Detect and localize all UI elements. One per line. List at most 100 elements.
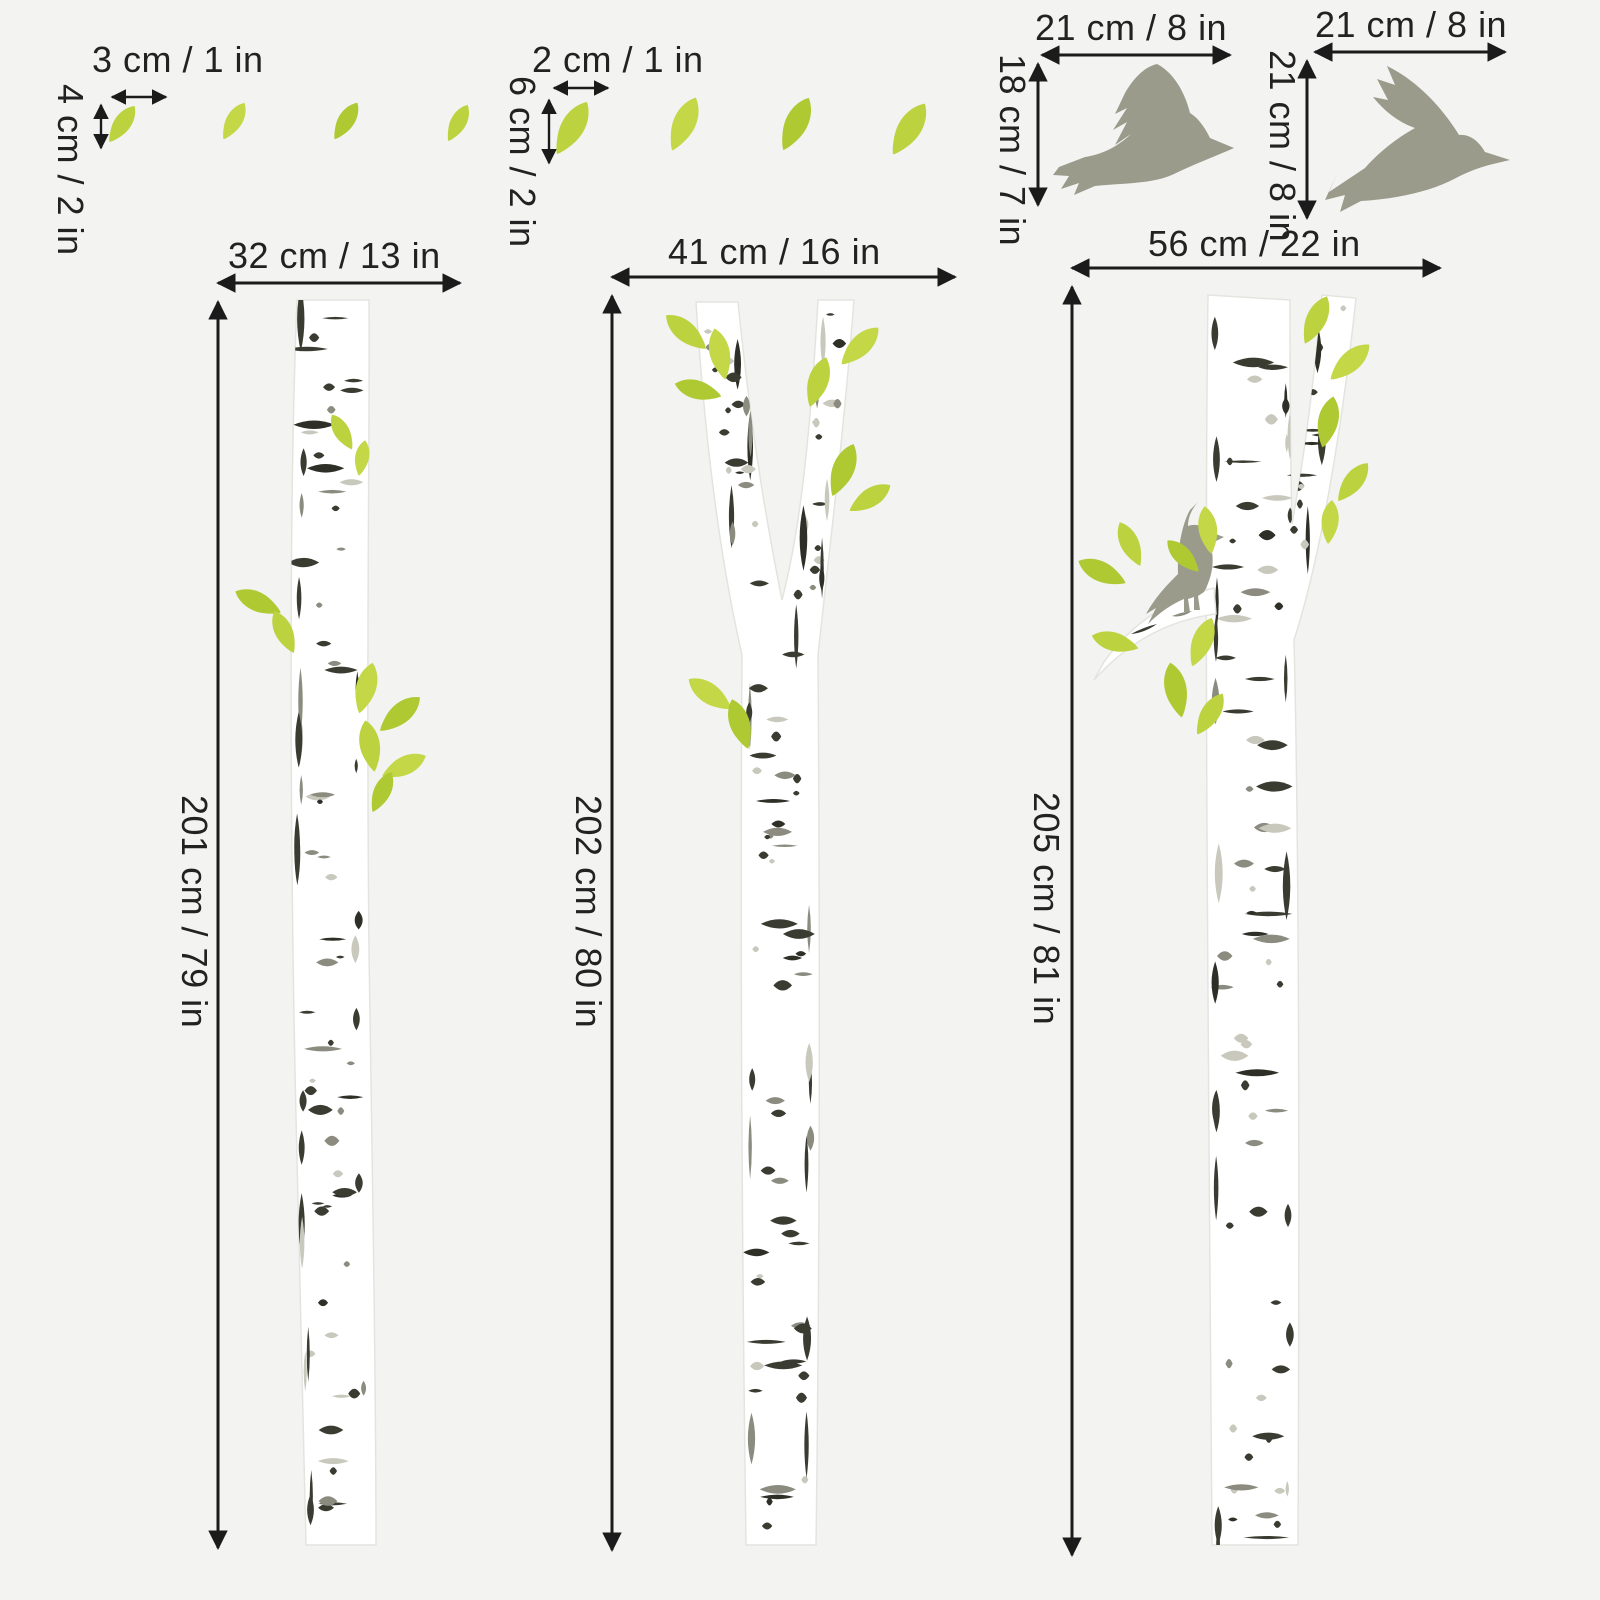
bark-mark xyxy=(749,752,777,759)
bark-mark xyxy=(1226,457,1234,466)
bark-mark xyxy=(759,1484,796,1494)
bark-mark xyxy=(1241,931,1269,937)
bark-mark xyxy=(1305,506,1310,575)
bark-mark xyxy=(299,774,303,805)
leaf-icon xyxy=(1074,551,1130,593)
bird-2-silhouette xyxy=(1325,66,1510,212)
bark-mark xyxy=(1225,1222,1234,1229)
bark-mark xyxy=(310,792,336,798)
bark-mark xyxy=(832,338,847,349)
bark-mark xyxy=(1282,397,1290,415)
bark-mark xyxy=(1217,951,1233,961)
tree-3-bark-marks xyxy=(1210,305,1347,1545)
leaf-medium-height-label: 6 cm / 2 in xyxy=(502,76,543,248)
tree-1-height-label: 201 cm / 79 in xyxy=(174,795,215,1029)
leaf-small-width-label: 3 cm / 1 in xyxy=(92,39,264,80)
bark-mark xyxy=(1213,1155,1219,1221)
bark-mark xyxy=(795,951,807,957)
bark-mark xyxy=(316,799,324,805)
bird-2-height-label: 21 cm / 8 in xyxy=(1262,50,1303,243)
bark-mark xyxy=(314,1206,330,1216)
bark-mark xyxy=(731,400,745,409)
bark-mark xyxy=(798,1371,810,1381)
bark-mark xyxy=(1214,1506,1222,1545)
bark-mark xyxy=(748,410,753,458)
bark-mark xyxy=(766,716,789,723)
bark-mark xyxy=(765,1097,785,1105)
leaf-icon xyxy=(1111,518,1149,570)
bark-mark xyxy=(1258,530,1276,541)
bark-mark xyxy=(1224,1484,1259,1491)
bark-mark xyxy=(812,502,828,506)
bark-mark xyxy=(770,1109,787,1118)
bark-mark xyxy=(755,799,791,803)
bark-mark xyxy=(1255,1394,1267,1402)
bark-mark xyxy=(774,771,796,780)
bark-mark xyxy=(336,547,346,551)
bark-mark xyxy=(344,378,364,383)
bark-mark xyxy=(309,333,320,342)
leaf-medium-width-label: 2 cm / 1 in xyxy=(532,39,704,80)
bark-mark xyxy=(1297,483,1305,490)
bark-mark xyxy=(804,1135,809,1193)
bark-mark xyxy=(793,589,803,600)
bark-mark xyxy=(782,929,815,939)
leaf-icon xyxy=(844,477,896,519)
bark-mark xyxy=(318,489,347,494)
bark-mark xyxy=(346,1061,355,1066)
bark-mark xyxy=(306,1326,310,1382)
bark-mark xyxy=(750,1278,766,1286)
bark-mark xyxy=(825,313,835,316)
bark-mark xyxy=(781,1229,800,1238)
bark-mark xyxy=(299,1216,305,1270)
bark-mark xyxy=(1249,885,1256,892)
tree-1-illustration xyxy=(231,299,430,1546)
leaf-icon xyxy=(441,101,475,145)
bark-mark xyxy=(748,684,768,693)
bark-mark xyxy=(1243,1535,1290,1540)
bark-mark xyxy=(329,1467,337,1475)
bark-mark xyxy=(322,1205,333,1208)
bark-mark xyxy=(1246,910,1257,915)
bark-mark xyxy=(355,1173,363,1193)
bark-mark xyxy=(318,1425,344,1435)
bark-mark xyxy=(742,395,750,417)
bark-mark xyxy=(749,580,769,587)
bark-mark xyxy=(809,565,821,574)
bark-mark xyxy=(788,1241,810,1246)
bark-mark xyxy=(317,855,331,859)
bark-mark xyxy=(812,418,820,428)
bark-mark xyxy=(1287,507,1293,524)
bark-mark xyxy=(770,1177,789,1184)
bark-mark xyxy=(795,1392,808,1403)
bark-mark xyxy=(768,859,775,864)
bark-mark xyxy=(782,651,805,658)
bark-mark xyxy=(737,481,755,489)
bark-mark xyxy=(1246,375,1263,383)
bark-mark xyxy=(740,464,756,474)
bark-mark xyxy=(300,448,307,477)
bark-mark xyxy=(1224,460,1262,464)
bark-mark xyxy=(1340,305,1347,312)
bark-mark xyxy=(300,430,319,435)
bark-mark xyxy=(1258,823,1292,833)
bark-mark xyxy=(793,1323,812,1334)
bark-mark xyxy=(1233,859,1254,868)
bark-mark xyxy=(318,1504,335,1512)
bark-mark xyxy=(815,434,823,440)
bark-mark xyxy=(718,429,730,436)
bark-mark xyxy=(332,1188,357,1197)
bark-mark xyxy=(316,958,339,967)
bark-mark xyxy=(771,731,782,742)
bark-mark xyxy=(747,1412,756,1465)
tree-3-trunk xyxy=(1205,294,1357,1546)
bark-mark xyxy=(1211,564,1245,570)
bark-mark xyxy=(760,1166,776,1175)
bark-mark xyxy=(814,545,822,552)
bark-mark xyxy=(751,520,759,528)
bark-mark xyxy=(296,576,302,620)
bark-mark xyxy=(307,1494,314,1526)
leaf-icon xyxy=(661,92,707,156)
bark-mark xyxy=(760,919,798,929)
